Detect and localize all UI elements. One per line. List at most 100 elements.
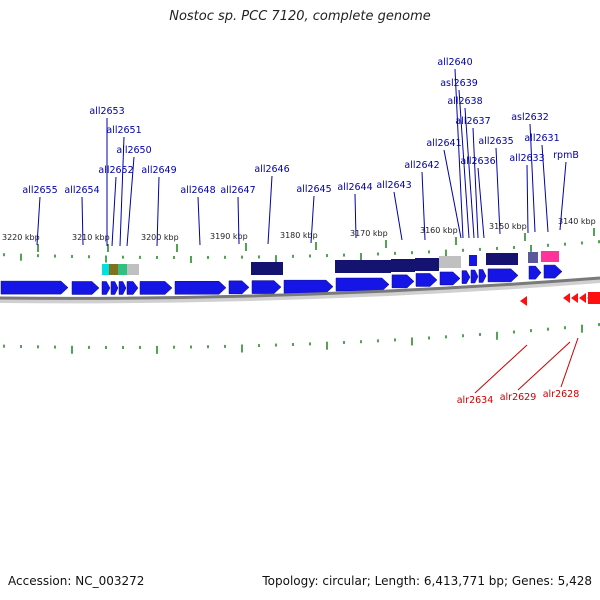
gene-leader-line: [443, 149, 462, 239]
reverse-gene-arrow: [579, 293, 586, 303]
kbp-label: 3150 kbp: [489, 222, 527, 231]
forward-gene-arrow: [139, 281, 173, 295]
kbp-label: 3180 kbp: [280, 231, 318, 240]
forward-gene-arrow: [71, 281, 100, 295]
kbp-label: 3190 kbp: [210, 232, 248, 241]
genome-summary: Topology: circular; Length: 6,413,771 bp…: [262, 574, 592, 588]
gene-label: all2654: [64, 185, 99, 196]
reverse-gene-arrow: [571, 293, 578, 303]
forward-gene-arrow: [487, 268, 519, 283]
gene-label: rpmB: [553, 150, 579, 161]
feature-box: [528, 252, 538, 263]
gene-leader-line: [529, 123, 536, 233]
gene-label: all2641: [426, 138, 461, 149]
gene-leader-line: [495, 147, 501, 235]
kbp-label: 3170 kbp: [350, 229, 388, 238]
forward-gene-arrow: [478, 269, 487, 283]
feature-box: [102, 264, 109, 275]
forward-gene-arrow: [251, 280, 282, 294]
gene-label: all2631: [524, 133, 559, 144]
feature-box: [469, 255, 477, 266]
kbp-label: 3210 kbp: [72, 233, 110, 242]
feature-box: [335, 260, 391, 273]
gene-label: alr2629: [500, 392, 537, 403]
backbone-line: [0, 276, 600, 300]
gene-label: all2646: [254, 164, 289, 175]
gene-leader-line: [474, 344, 528, 394]
gene-leader-line: [526, 164, 529, 234]
inner-ticks: [3, 323, 600, 354]
gene-label: all2642: [404, 160, 439, 171]
backbone-shadow: [0, 277, 600, 304]
gene-leader-line: [560, 337, 579, 388]
feature-box: [391, 259, 415, 272]
gene-leader-line: [310, 195, 315, 244]
forward-gene-arrow: [439, 271, 461, 286]
forward-gene-arrow: [101, 281, 111, 295]
gene-label: asl2632: [511, 112, 549, 123]
gene-label: all2652: [98, 165, 133, 176]
accession-label: Accession: NC_003272: [8, 574, 145, 588]
gene-leader-line: [267, 175, 273, 245]
gene-leader-line: [472, 127, 479, 239]
kbp-label: 3160 kbp: [420, 226, 458, 235]
forward-gene-track: [0, 264, 563, 295]
forward-gene-arrow: [110, 281, 119, 295]
gene-leader-line: [197, 196, 201, 246]
gene-label: all2638: [447, 96, 482, 107]
page-title: Nostoc sp. PCC 7120, complete genome: [169, 9, 431, 24]
gene-label: all2637: [455, 116, 490, 127]
gene-label: all2643: [376, 180, 411, 191]
reverse-gene-arrow: [563, 293, 570, 303]
gene-label: all2635: [478, 136, 513, 147]
gene-label: all2647: [220, 185, 255, 196]
forward-gene-arrow: [543, 264, 563, 279]
forward-gene-arrow: [228, 280, 250, 295]
gene-leader-line: [464, 107, 475, 239]
gene-leader-line: [458, 89, 470, 239]
gene-leader-line: [81, 196, 84, 246]
gene-label: all2640: [437, 57, 472, 68]
gene-label: all2644: [337, 182, 372, 193]
gene-label: all2649: [141, 165, 176, 176]
gene-label: all2651: [106, 125, 141, 136]
gene-leader-line: [126, 156, 135, 247]
gene-leader-line: [454, 68, 464, 239]
gene-label: alr2634: [457, 395, 494, 406]
gene-label: all2650: [116, 145, 151, 156]
forward-gene-arrow: [470, 269, 479, 284]
forward-gene-arrow: [174, 281, 227, 295]
feature-box: [541, 251, 559, 262]
gene-label: all2636: [460, 156, 495, 167]
gene-leader-line: [156, 176, 160, 247]
gene-leader-line: [36, 196, 41, 246]
forward-gene-labels: all2655 all2654 all2653 all2652 all2651 all26…: [22, 57, 579, 247]
kbp-label: 3220 kbp: [2, 233, 40, 242]
outer-ticks: [3, 240, 600, 263]
forward-gene-arrow: [528, 265, 542, 280]
forward-gene-arrow: [0, 280, 69, 295]
reverse-gene-track: [520, 292, 600, 306]
kbp-scale: 3220 kbp 3210 kbp 3200 kbp 3190 kbp 3180 kbp…: [2, 217, 596, 252]
forward-gene-arrow: [415, 273, 438, 287]
gene-label: all2655: [22, 185, 57, 196]
gene-leader-line: [517, 341, 571, 391]
forward-gene-arrow: [126, 281, 139, 295]
forward-gene-arrow: [283, 279, 334, 294]
gene-leader-line: [237, 196, 240, 245]
kbp-label: 3140 kbp: [558, 217, 596, 226]
feature-box: [118, 264, 127, 275]
genome-backbone: [0, 276, 600, 304]
gene-label: all2648: [180, 185, 215, 196]
gene-label: all2645: [296, 184, 331, 195]
forward-gene-arrow: [335, 277, 390, 292]
gene-leader-line: [111, 176, 117, 247]
feature-track: [102, 251, 559, 275]
kbp-label: 3200 kbp: [141, 233, 179, 242]
gene-leader-line: [541, 144, 549, 233]
feature-box: [439, 256, 461, 268]
gene-label: alr2628: [543, 389, 580, 400]
gene-leader-line: [354, 193, 357, 239]
gene-label: asl2639: [440, 78, 478, 89]
